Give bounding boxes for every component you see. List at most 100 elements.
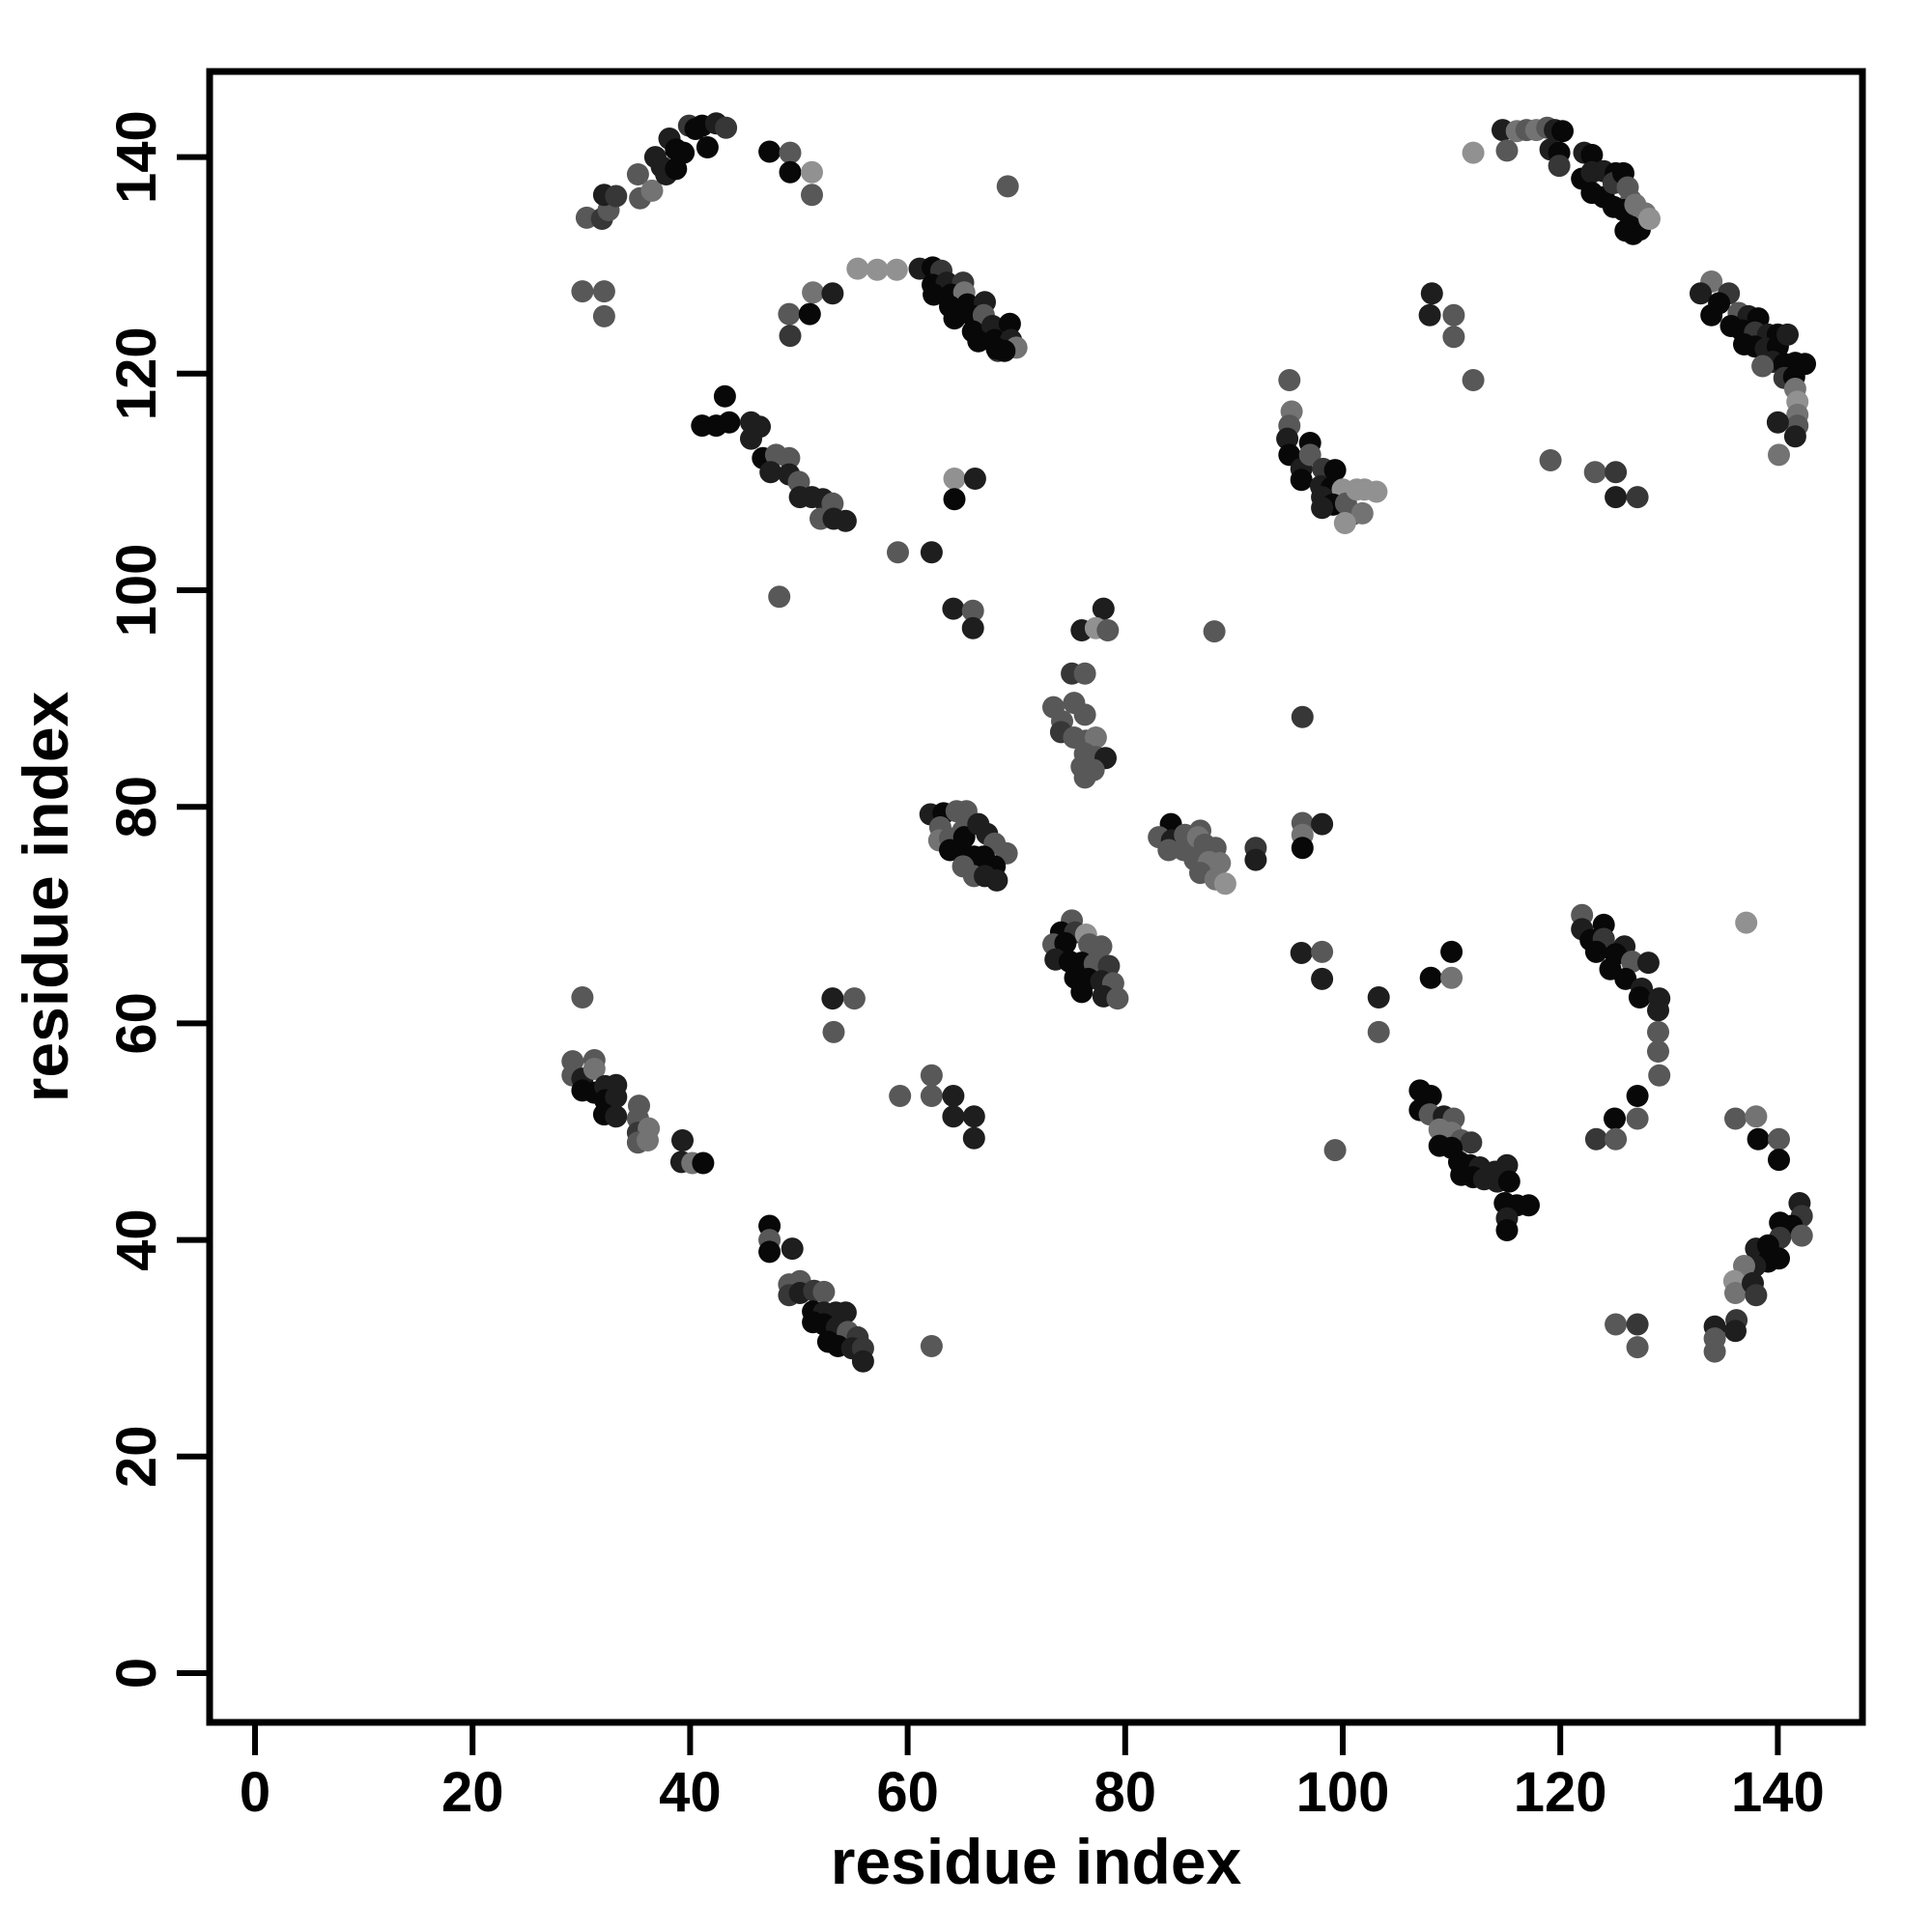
data-point (1647, 999, 1669, 1022)
data-point (1290, 469, 1313, 492)
data-point (967, 329, 990, 353)
data-point (846, 257, 869, 280)
data-point (671, 1129, 694, 1151)
data-point (718, 411, 741, 434)
data-point (1724, 1107, 1747, 1130)
data-point (778, 446, 801, 469)
data-point (1622, 222, 1645, 245)
y-axis-title: residue index (10, 691, 81, 1102)
x-axis-title: residue index (831, 1826, 1242, 1897)
data-point (801, 160, 823, 184)
data-point (1790, 1224, 1813, 1247)
data-point (920, 1064, 943, 1087)
data-point (1278, 369, 1301, 391)
data-point (1365, 480, 1388, 503)
data-point (842, 987, 866, 1010)
data-point (1440, 966, 1463, 989)
data-point (1518, 1194, 1540, 1217)
data-point (1090, 935, 1113, 958)
data-point (1703, 1340, 1726, 1363)
data-point (779, 325, 802, 348)
data-point (1745, 1105, 1768, 1128)
data-point (1073, 703, 1096, 726)
data-point (1462, 141, 1485, 164)
data-point (779, 141, 802, 164)
plot-frame (206, 68, 1866, 1726)
data-point (1311, 940, 1334, 963)
data-point (759, 461, 782, 484)
data-point (1768, 1127, 1790, 1151)
data-point (582, 1058, 606, 1080)
data-point (672, 141, 696, 164)
data-point (943, 468, 966, 490)
data-point (640, 179, 664, 202)
data-point (821, 987, 844, 1010)
data-point (605, 185, 628, 208)
data-point (637, 1129, 659, 1151)
data-point (834, 509, 857, 532)
data-point (1311, 812, 1334, 836)
data-point (1495, 139, 1519, 162)
data-point (1626, 1085, 1649, 1107)
data-point (1323, 1139, 1347, 1162)
data-point (779, 160, 802, 184)
data-point (920, 1085, 943, 1107)
data-point (1203, 620, 1226, 643)
data-point (801, 184, 823, 207)
data-point (887, 541, 909, 564)
data-point (923, 283, 946, 306)
data-point (1054, 931, 1077, 954)
data-point (1462, 369, 1485, 391)
data-point (952, 826, 976, 849)
y-tick-label: 140 (105, 110, 168, 204)
data-point (1290, 942, 1313, 964)
data-point (696, 136, 719, 158)
x-tick-label: 0 (240, 1761, 270, 1824)
y-axis-tick-labels: 0 20 40 60 80 100 120 140 (105, 110, 168, 1689)
data-point (889, 1085, 912, 1107)
data-point (1724, 1320, 1747, 1343)
data-point (1605, 1127, 1628, 1151)
data-point (1298, 443, 1321, 467)
data-point (1213, 872, 1236, 895)
data-point (1745, 1284, 1768, 1307)
data-point (963, 468, 986, 490)
data-point (866, 258, 889, 281)
x-tick-label: 40 (659, 1761, 722, 1824)
data-point (1580, 143, 1604, 166)
data-point (985, 868, 1009, 892)
x-tick-label: 140 (1731, 1761, 1825, 1824)
data-point (1420, 282, 1443, 305)
data-point (1106, 987, 1129, 1010)
x-axis-tick-labels: 0 20 40 60 80 100 120 140 (240, 1761, 1825, 1824)
y-tick-label: 0 (105, 1658, 168, 1689)
data-point (1497, 1170, 1520, 1193)
data-point (1460, 1131, 1483, 1154)
data-point (961, 599, 984, 622)
data-point (571, 986, 594, 1009)
data-point (1768, 1149, 1790, 1172)
data-point (851, 1350, 874, 1373)
data-point (1495, 1153, 1519, 1177)
data-point (1073, 662, 1096, 685)
data-point (1367, 1020, 1390, 1043)
data-point (1605, 486, 1628, 509)
data-point (1311, 497, 1334, 520)
data-point (1092, 597, 1115, 620)
data-point (1626, 486, 1649, 509)
data-points (561, 112, 1816, 1373)
data-point (1157, 838, 1180, 862)
data-point (781, 1237, 804, 1261)
data-point (1628, 986, 1651, 1009)
data-point (962, 1105, 985, 1128)
data-point (1614, 967, 1637, 990)
data-point (1638, 208, 1661, 230)
data-point (1311, 967, 1334, 990)
data-point (1084, 726, 1107, 749)
data-point (592, 304, 615, 327)
data-point (920, 1335, 943, 1357)
data-point (1440, 940, 1463, 963)
data-point (802, 281, 825, 304)
data-point (998, 312, 1021, 335)
